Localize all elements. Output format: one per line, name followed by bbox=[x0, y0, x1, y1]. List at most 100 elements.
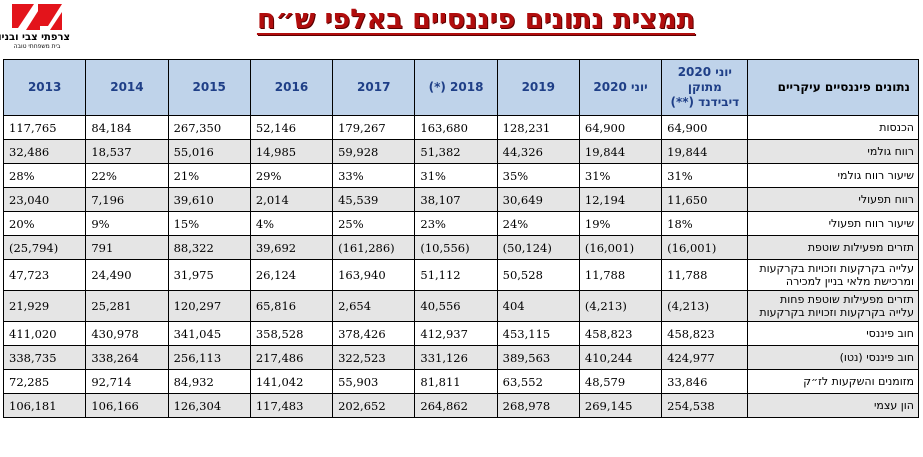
table-row: רווח גולמי 19,844 19,844 44,326 51,382 59,928… bbox=[2, 139, 919, 164]
table-cell: 55,903 bbox=[332, 369, 416, 394]
table-row: מזומנים והשקעות לז״ק 33,846 48,579 63,552 81… bbox=[2, 369, 919, 394]
table-row: הון עצמי 254,538 269,145 268,978 264,862 202,… bbox=[2, 393, 919, 418]
company-logo: צרפתי צבי ובניו בית משפחתי טובה bbox=[0, 2, 70, 54]
table-cell: 18,537 bbox=[85, 139, 169, 164]
table-cell: 411,020 bbox=[2, 321, 87, 346]
table-cell: 22% bbox=[85, 163, 169, 188]
table-cell: 32,486 bbox=[2, 139, 87, 164]
table-row: תזרים מפעילות שוטפת פחות עלייה בקרקעות ו… bbox=[2, 290, 919, 322]
table-cell: 269,145 bbox=[578, 393, 663, 418]
table-cell: 25,281 bbox=[85, 290, 169, 322]
row-label: עלייה בקרקעות וזכויות בקרקעות ומרכישת מל… bbox=[747, 259, 919, 291]
table-cell: (50,124) bbox=[496, 235, 580, 260]
table-cell: 38,107 bbox=[414, 187, 498, 212]
table-cell: 47,723 bbox=[2, 259, 87, 291]
logo-company-name: צרפתי צבי ובניו bbox=[0, 32, 70, 43]
table-cell: 2,014 bbox=[249, 187, 334, 212]
table-cell: 24,490 bbox=[85, 259, 169, 291]
table-cell: 126,304 bbox=[167, 393, 251, 418]
table-cell: 7,196 bbox=[85, 187, 169, 212]
table-row: עלייה בקרקעות וזכויות בקרקעות ומרכישת מל… bbox=[2, 259, 919, 291]
table-cell: 11,788 bbox=[578, 259, 663, 291]
table-cell: 64,900 bbox=[661, 115, 749, 140]
page-title: תמצית נתונים פיננסיים באלפי ש״ח bbox=[256, 4, 696, 35]
table-cell: 267,350 bbox=[167, 115, 251, 140]
table-cell: (161,286) bbox=[332, 235, 416, 260]
table-cell: 31,975 bbox=[167, 259, 251, 291]
row-label: מזומנים והשקעות לז״ק bbox=[747, 369, 919, 394]
financial-data-table: נתונים פיננסיים עיקריים יוני 2020 מתוקן … bbox=[2, 59, 919, 418]
row-label: הון עצמי bbox=[747, 393, 919, 418]
row-label: חוב פיננסי (נטו) bbox=[747, 345, 919, 370]
table-cell: 39,692 bbox=[249, 235, 334, 260]
table-row: חוב פיננסי (נטו) 424,977 410,244 389,563 331… bbox=[2, 345, 919, 370]
table-row: חוב פיננסי 458,823 458,823 453,115 412,937 37… bbox=[2, 321, 919, 346]
page-header: צרפתי צבי ובניו בית משפחתי טובה תמצית נת… bbox=[0, 0, 923, 56]
table-cell: 84,932 bbox=[167, 369, 251, 394]
table-cell: 256,113 bbox=[167, 345, 251, 370]
table-cell: (4,213) bbox=[578, 290, 663, 322]
table-cell: 117,483 bbox=[249, 393, 334, 418]
table-cell: 430,978 bbox=[85, 321, 169, 346]
table-cell: 33,846 bbox=[661, 369, 749, 394]
table-cell: 217,486 bbox=[249, 345, 334, 370]
table-cell: 106,166 bbox=[85, 393, 169, 418]
table-cell: 55,016 bbox=[167, 139, 251, 164]
table-cell: (10,556) bbox=[414, 235, 498, 260]
table-cell: 20% bbox=[2, 211, 87, 236]
table-cell: 65,816 bbox=[249, 290, 334, 322]
table-cell: 268,978 bbox=[496, 393, 580, 418]
table-cell: 31% bbox=[414, 163, 498, 188]
table-cell: 48,579 bbox=[578, 369, 663, 394]
table-cell: 26,124 bbox=[249, 259, 334, 291]
table-cell: 88,322 bbox=[167, 235, 251, 260]
header-2017: 2017 bbox=[332, 59, 416, 116]
header-2013: 2013 bbox=[2, 59, 87, 116]
table-row: הכנסות 64,900 64,900 128,231 163,680 179,267 5… bbox=[2, 115, 919, 140]
table-cell: 51,382 bbox=[414, 139, 498, 164]
table-cell: 424,977 bbox=[661, 345, 749, 370]
table-cell: 9% bbox=[85, 211, 169, 236]
table-cell: 404 bbox=[496, 290, 580, 322]
table-cell: 412,937 bbox=[414, 321, 498, 346]
table-cell: 117,765 bbox=[2, 115, 87, 140]
header-row: נתונים פיננסיים עיקריים יוני 2020 מתוקן … bbox=[2, 59, 919, 116]
table-cell: 39,610 bbox=[167, 187, 251, 212]
table-cell: 19,844 bbox=[578, 139, 663, 164]
table-cell: 19% bbox=[578, 211, 663, 236]
table-body: הכנסות 64,900 64,900 128,231 163,680 179,267 5… bbox=[2, 115, 919, 418]
table-cell: 64,900 bbox=[578, 115, 663, 140]
row-label: תזרים מפעילות שוטפת bbox=[747, 235, 919, 260]
row-label: שיעור רווח גולמי bbox=[747, 163, 919, 188]
table-cell: 52,146 bbox=[249, 115, 334, 140]
table-cell: 19,844 bbox=[661, 139, 749, 164]
table-cell: 35% bbox=[496, 163, 580, 188]
table-cell: 179,267 bbox=[332, 115, 416, 140]
table-cell: 338,264 bbox=[85, 345, 169, 370]
table-cell: 84,184 bbox=[85, 115, 169, 140]
table-row: תזרים מפעילות שוטפת (16,001) (16,001) (50,1… bbox=[2, 235, 919, 260]
table-cell: 40,556 bbox=[414, 290, 498, 322]
header-2018: 2018 (*) bbox=[414, 59, 498, 116]
table-cell: 30,649 bbox=[496, 187, 580, 212]
table-cell: 28% bbox=[2, 163, 87, 188]
table-cell: 410,244 bbox=[578, 345, 663, 370]
table-cell: 51,112 bbox=[414, 259, 498, 291]
header-june-2020: יוני 2020 bbox=[578, 59, 663, 116]
table-cell: 791 bbox=[85, 235, 169, 260]
header-2014: 2014 bbox=[85, 59, 169, 116]
table-cell: 264,862 bbox=[414, 393, 498, 418]
table-cell: 15% bbox=[167, 211, 251, 236]
table-row: שיעור רווח גולמי 31% 31% 35% 31% 33% 29% 21% 22%… bbox=[2, 163, 919, 188]
table-cell: 24% bbox=[496, 211, 580, 236]
header-2019: 2019 bbox=[496, 59, 580, 116]
table-cell: 163,940 bbox=[332, 259, 416, 291]
table-cell: 128,231 bbox=[496, 115, 580, 140]
header-label-column: נתונים פיננסיים עיקריים bbox=[747, 59, 919, 116]
table-cell: 378,426 bbox=[332, 321, 416, 346]
table-cell: 25% bbox=[332, 211, 416, 236]
table-cell: 23% bbox=[414, 211, 498, 236]
table-cell: 11,788 bbox=[661, 259, 749, 291]
table-cell: (25,794) bbox=[2, 235, 87, 260]
table-cell: 14,985 bbox=[249, 139, 334, 164]
